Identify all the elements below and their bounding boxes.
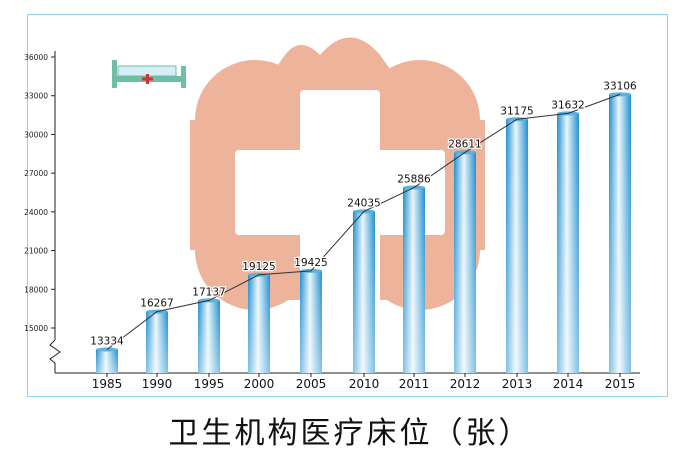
- value-label: 17137: [192, 286, 225, 298]
- bar-shade: [353, 211, 375, 373]
- x-tick-label: 2005: [296, 377, 327, 391]
- value-label: 31632: [551, 99, 584, 111]
- x-tick-label: 2010: [349, 377, 380, 391]
- x-tick-label: 1990: [142, 377, 173, 391]
- x-tick-label: 2000: [244, 377, 275, 391]
- bar-shade: [557, 113, 579, 374]
- bar-shade: [146, 311, 168, 373]
- y-tick-label: 27000: [24, 169, 48, 178]
- bar-shade: [300, 270, 322, 373]
- bar-shade: [96, 349, 118, 373]
- y-axis-break: [49, 339, 61, 373]
- y-tick-label: 36000: [24, 53, 48, 62]
- value-label: 24035: [347, 197, 380, 209]
- value-label: 19125: [242, 261, 275, 273]
- value-label: 13334: [90, 335, 124, 347]
- bar-shade: [403, 187, 425, 373]
- x-tick-label: 2011: [399, 377, 430, 391]
- y-ticks: 15000 18000 21000 24000 27000 30000 33000 36000: [24, 53, 55, 333]
- x-tick-label: 2015: [605, 377, 636, 391]
- value-label: 16267: [140, 298, 173, 310]
- y-tick-label: 30000: [24, 130, 48, 139]
- value-labels: 13334 16267 17137 19125 19425 24035 25886 28611…: [89, 79, 638, 349]
- x-tick-labels: 1985 1990 1995 2000 2005 2010 2011 2012 2013 2014…: [92, 373, 636, 391]
- value-label: 31175: [500, 105, 533, 117]
- y-tick-label: 15000: [24, 324, 48, 333]
- y-tick-label: 18000: [24, 285, 48, 294]
- x-tick-label: 1985: [92, 377, 123, 391]
- bar-shade: [506, 119, 528, 373]
- value-label: 25886: [397, 174, 431, 186]
- bar-shade: [248, 274, 270, 373]
- y-tick-label: 24000: [24, 208, 48, 217]
- x-tick-label: 2014: [553, 377, 584, 391]
- x-tick-label: 2013: [502, 377, 533, 391]
- x-tick-label: 1995: [194, 377, 225, 391]
- y-tick-label: 21000: [24, 247, 48, 256]
- bar-shade: [609, 94, 631, 374]
- hospital-bed-icon: [112, 60, 186, 88]
- value-label: 33106: [603, 80, 637, 92]
- x-tick-label: 2012: [450, 377, 481, 391]
- value-label: 28611: [448, 138, 481, 150]
- trend-line: [106, 93, 621, 350]
- bars: [96, 92, 631, 374]
- chart-title: 卫生机构医疗床位（张）: [168, 416, 532, 451]
- value-label: 19425: [294, 257, 327, 269]
- red-cross-watermark: [190, 37, 485, 350]
- bar-shade: [454, 152, 476, 373]
- y-tick-label: 33000: [24, 92, 48, 101]
- bar-shade: [198, 300, 220, 373]
